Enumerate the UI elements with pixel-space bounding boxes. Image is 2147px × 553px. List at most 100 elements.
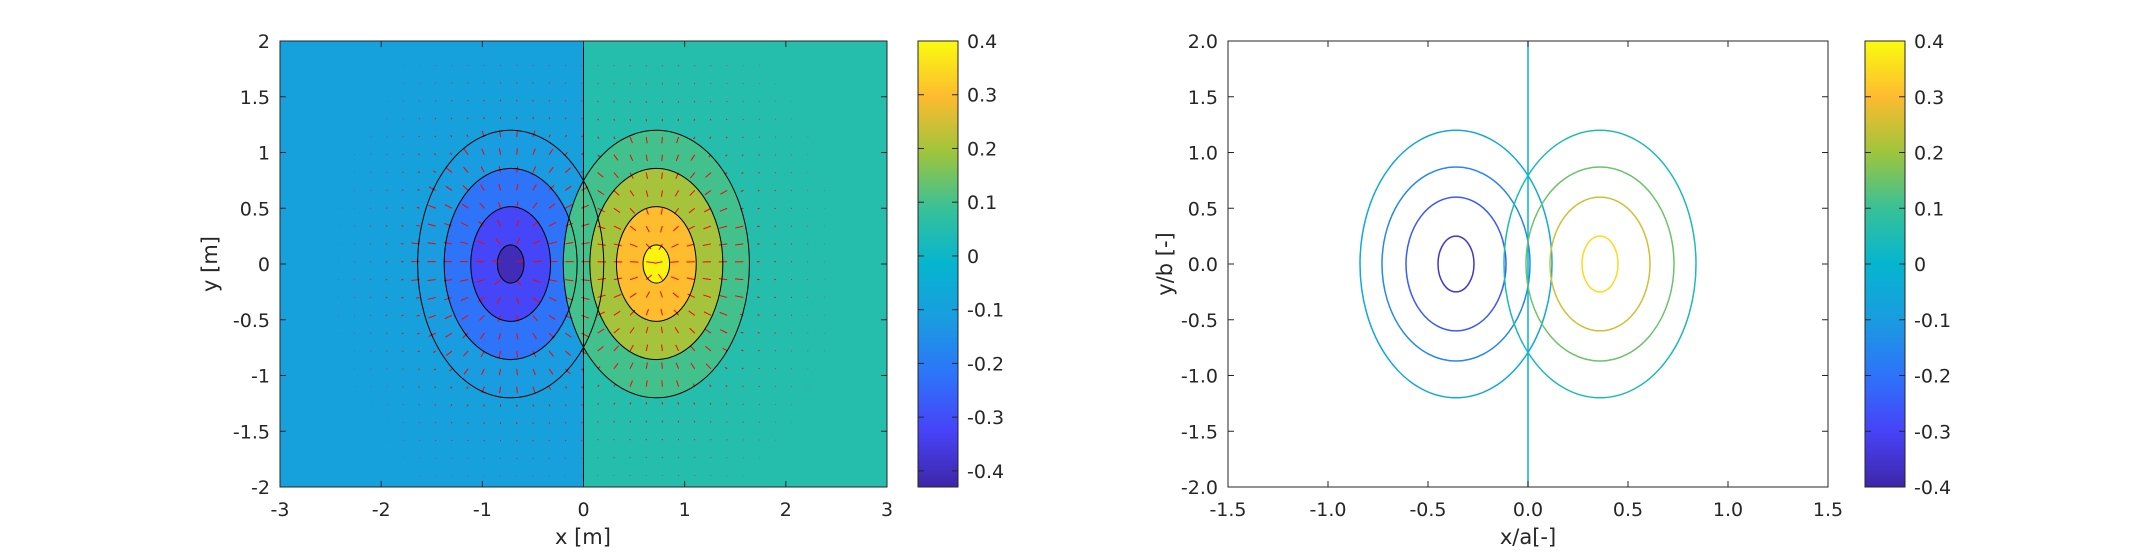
quiver-arrow <box>735 243 744 246</box>
quiver-arrow <box>532 184 537 191</box>
quiver-arrow <box>741 349 744 352</box>
quiver-arrow <box>758 367 760 370</box>
quiver-arrow <box>498 368 502 376</box>
quiver-arrow <box>629 207 636 214</box>
quiver-arrow <box>720 329 728 334</box>
quiver-arrow <box>462 185 469 191</box>
quiver-arrow <box>661 136 663 144</box>
colorbar-tick-label: 0.3 <box>1914 87 1944 109</box>
quiver-arrow <box>548 279 558 282</box>
quiver-arrow <box>629 243 638 248</box>
quiver-arrow <box>548 203 556 209</box>
contour-line <box>470 206 552 322</box>
quiver-arrow <box>427 279 436 282</box>
x-tick-label: -1.5 <box>1209 499 1246 521</box>
quiver-arrow <box>757 189 760 192</box>
quiver-arrow <box>597 154 601 158</box>
left-band-positive <box>643 244 670 284</box>
quiver-arrow <box>415 296 420 299</box>
quiver-arrow <box>548 134 551 138</box>
quiver-arrow <box>742 385 744 388</box>
quiver-arrow <box>709 118 712 121</box>
quiver-arrow <box>705 345 712 352</box>
quiver-arrow <box>597 225 606 230</box>
quiver-arrow <box>478 221 485 227</box>
colorbar-tick-label: 0.2 <box>1914 143 1944 165</box>
quiver-arrow <box>629 362 634 370</box>
quiver-arrow <box>658 243 663 251</box>
contour-line <box>443 167 578 361</box>
quiver-arrow <box>450 404 453 406</box>
quiver-arrow <box>434 135 437 138</box>
y-tick-label: -0.5 <box>1181 310 1218 332</box>
y-tick-label: -2 <box>251 477 270 499</box>
quiver-arrow <box>709 421 712 423</box>
quiver-arrow <box>597 189 605 196</box>
quiver-arrow <box>418 404 420 406</box>
contour-line <box>1405 196 1507 332</box>
quiver-arrow <box>532 240 541 245</box>
quiver-arrow <box>548 386 552 390</box>
quiver-arrow <box>758 172 760 174</box>
quiver-arrow <box>597 294 606 298</box>
quiver-arrow <box>480 184 485 191</box>
colorbar-tick-label: 0.3 <box>967 85 997 107</box>
quiver-arrow <box>674 327 680 334</box>
quiver-arrow <box>434 404 437 406</box>
quiver-arrow <box>548 222 557 227</box>
quiver-arrow <box>645 362 648 369</box>
contour-line <box>562 129 750 399</box>
quiver-arrow <box>597 421 599 423</box>
y-tick-label: -1 <box>251 366 270 388</box>
quiver-arrow <box>613 420 615 423</box>
quiver-arrow <box>709 384 712 387</box>
quiver-arrow <box>581 117 583 120</box>
quiver-arrow <box>450 422 453 424</box>
x-tick-label: 0.5 <box>1613 499 1643 521</box>
quiver-arrow <box>532 368 536 376</box>
quiver-arrow <box>401 332 404 335</box>
right-y-axis: -2.0 -1.5 -1.0 -0.5 0.0 0.5 1.0 1.5 2.0 <box>1181 31 1828 499</box>
quiver-arrow <box>629 136 633 144</box>
quiver-arrow <box>479 314 485 321</box>
quiver-arrow <box>581 332 589 338</box>
colorbar-tick-label: -0.2 <box>1914 366 1951 388</box>
quiver-arrow <box>645 380 648 387</box>
quiver-arrow <box>719 311 728 316</box>
quiver-arrow <box>676 380 680 387</box>
quiver-arrow <box>709 136 712 139</box>
quiver-arrow <box>581 422 583 424</box>
quiver-arrow <box>597 118 599 121</box>
quiver-arrow <box>597 311 606 316</box>
quiver-arrow <box>492 260 501 263</box>
quiver-arrow <box>613 293 622 298</box>
y-tick-label: 1.0 <box>1188 143 1218 165</box>
quiver-arrow <box>581 314 590 319</box>
quiver-arrow <box>742 403 744 405</box>
quiver-arrow <box>597 100 599 103</box>
quiver-arrow <box>581 242 590 245</box>
left-quiver-arrows <box>338 64 825 477</box>
quiver-arrow <box>433 350 437 353</box>
quiver-arrow <box>564 350 572 357</box>
quiver-arrow <box>660 225 663 233</box>
quiver-arrow <box>597 328 605 334</box>
quiver-arrow <box>661 172 663 180</box>
quiver-arrow <box>674 190 680 197</box>
quiver-arrow <box>449 368 453 372</box>
quiver-arrow <box>483 117 485 120</box>
quiver-arrow <box>548 296 557 302</box>
x-tick-label: 1.0 <box>1713 499 1743 521</box>
quiver-arrow <box>581 279 590 282</box>
quiver-arrow <box>657 273 663 280</box>
quiver-arrow <box>645 291 650 298</box>
left-filled-contours <box>280 41 887 487</box>
contour-line <box>1437 235 1475 293</box>
colorbar-tick-label: -0.1 <box>967 300 1004 322</box>
left-x-axis: -3 -2 -1 0 1 2 3 <box>271 41 893 521</box>
colorbar-tick-label: 0.4 <box>967 31 997 53</box>
quiver-arrow <box>687 225 696 231</box>
quiver-arrow <box>564 151 568 156</box>
quiver-arrow <box>645 172 649 180</box>
